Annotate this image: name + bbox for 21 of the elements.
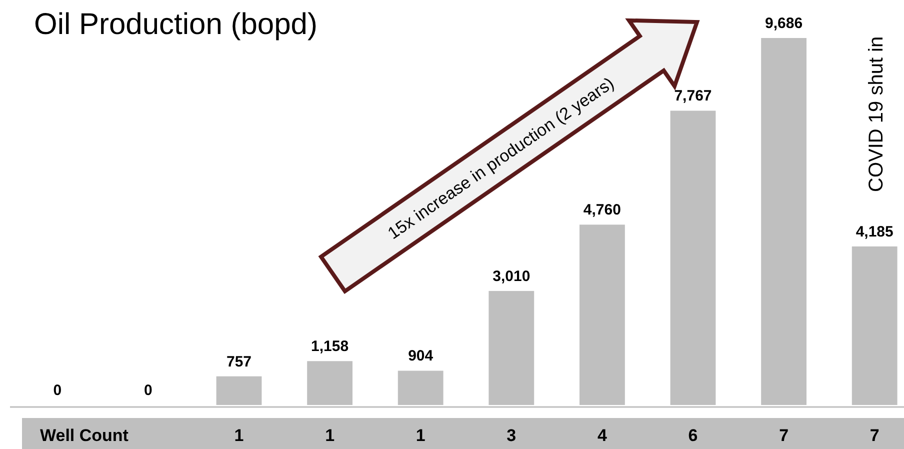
x-tick-label: 1 xyxy=(416,426,426,445)
data-label: 757 xyxy=(226,353,252,370)
chart-title: Oil Production (bopd) xyxy=(34,8,318,41)
x-tick-label: 1 xyxy=(234,426,244,445)
annotation: COVID 19 shut in xyxy=(866,36,888,192)
data-label: 4,185 xyxy=(856,223,894,240)
x-tick-label: 1 xyxy=(325,426,335,445)
data-label: 3,010 xyxy=(492,268,530,285)
data-label: 9,686 xyxy=(765,15,803,32)
x-tick-label: 6 xyxy=(688,426,698,445)
x-tick-label: 7 xyxy=(779,426,789,445)
x-tick-label: 3 xyxy=(506,426,516,445)
data-label: 0 xyxy=(53,382,62,399)
x-tick-label: 4 xyxy=(597,426,608,445)
x-tick-label: 7 xyxy=(870,426,880,445)
data-label: 1,158 xyxy=(311,338,349,356)
data-label: 4,760 xyxy=(583,202,621,219)
data-label: 0 xyxy=(144,382,152,399)
x-axis-title: Well Count xyxy=(40,426,129,445)
data-label: 7,767 xyxy=(674,88,712,105)
data-label: 904 xyxy=(408,348,434,365)
